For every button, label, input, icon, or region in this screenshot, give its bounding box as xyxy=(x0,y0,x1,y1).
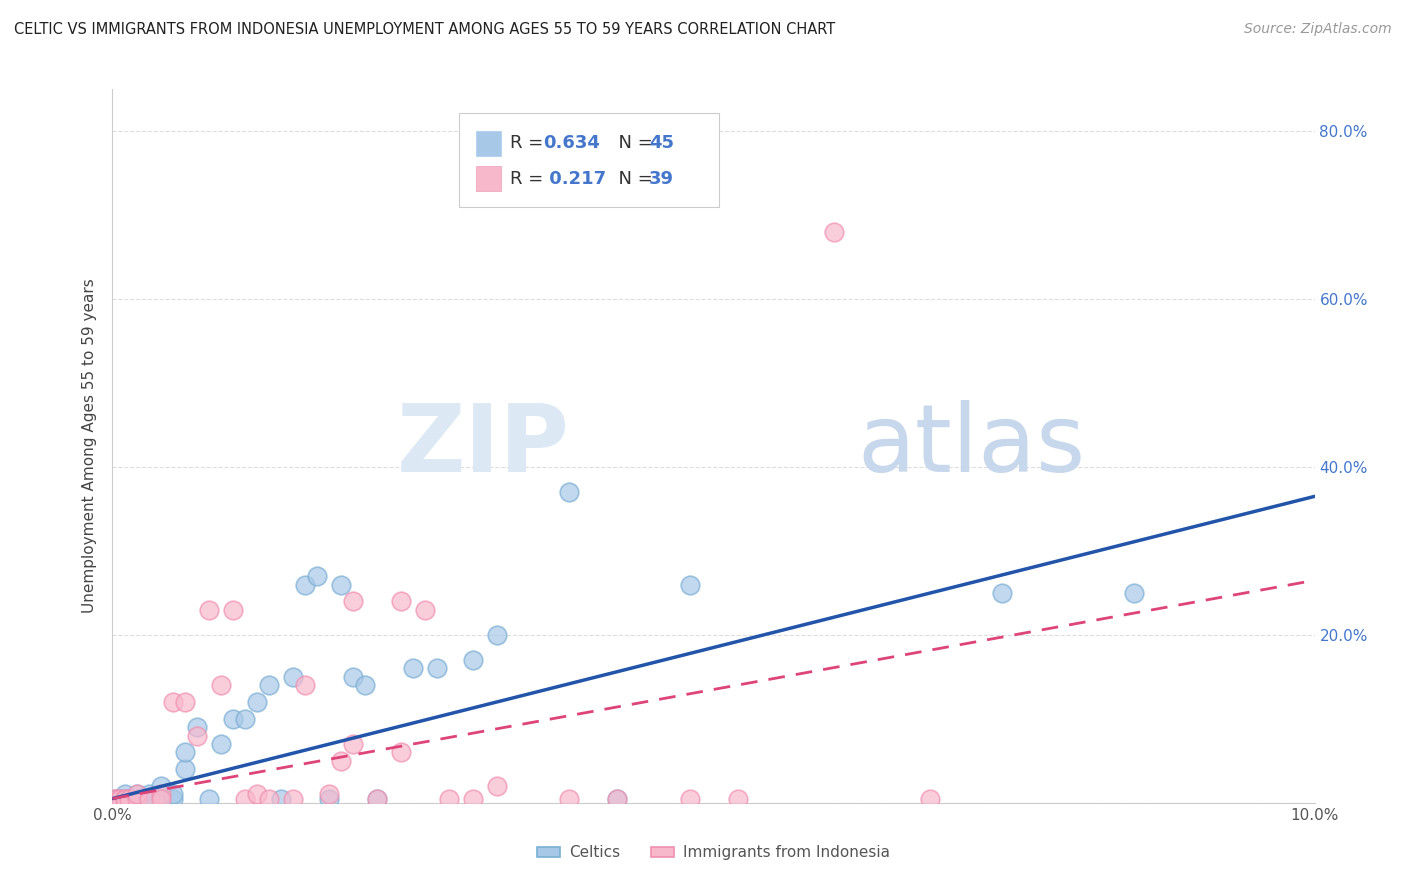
Point xyxy=(173,695,195,709)
Point xyxy=(678,791,700,805)
Point xyxy=(162,695,184,709)
Point xyxy=(991,586,1014,600)
Point xyxy=(257,791,280,805)
Text: 45: 45 xyxy=(650,134,673,153)
Point xyxy=(281,791,304,805)
Point xyxy=(222,603,245,617)
Point xyxy=(678,577,700,591)
Text: 0.634: 0.634 xyxy=(544,134,600,153)
Point xyxy=(222,712,245,726)
Point xyxy=(108,791,131,805)
Point xyxy=(329,577,352,591)
Point xyxy=(173,762,195,776)
Point xyxy=(918,791,941,805)
Point xyxy=(149,791,172,805)
Point xyxy=(389,746,412,760)
Text: 0.217: 0.217 xyxy=(544,169,606,187)
Point xyxy=(104,791,127,805)
Point xyxy=(115,791,138,805)
Point xyxy=(294,577,316,591)
Point xyxy=(305,569,328,583)
Point xyxy=(186,729,208,743)
Text: Source: ZipAtlas.com: Source: ZipAtlas.com xyxy=(1244,22,1392,37)
Point xyxy=(246,695,269,709)
Point xyxy=(125,791,148,805)
Point xyxy=(486,779,509,793)
Point xyxy=(125,788,148,802)
Point xyxy=(118,791,141,805)
Point xyxy=(105,791,128,805)
Y-axis label: Unemployment Among Ages 55 to 59 years: Unemployment Among Ages 55 to 59 years xyxy=(82,278,97,614)
Point xyxy=(105,791,128,805)
Point xyxy=(125,788,148,802)
Point xyxy=(727,791,749,805)
Point xyxy=(114,788,136,802)
Point xyxy=(389,594,412,608)
Text: ZIP: ZIP xyxy=(396,400,569,492)
Point xyxy=(108,791,131,805)
Point xyxy=(186,720,208,734)
Point xyxy=(197,791,219,805)
Text: atlas: atlas xyxy=(858,400,1085,492)
Point xyxy=(354,678,377,692)
Point xyxy=(114,791,136,805)
Point xyxy=(461,791,484,805)
Text: CELTIC VS IMMIGRANTS FROM INDONESIA UNEMPLOYMENT AMONG AGES 55 TO 59 YEARS CORRE: CELTIC VS IMMIGRANTS FROM INDONESIA UNEM… xyxy=(14,22,835,37)
Legend: Celtics, Immigrants from Indonesia: Celtics, Immigrants from Indonesia xyxy=(531,839,896,866)
Point xyxy=(486,628,509,642)
Point xyxy=(366,791,388,805)
Point xyxy=(558,791,581,805)
Point xyxy=(128,791,150,805)
Point xyxy=(270,791,292,805)
Point xyxy=(413,603,436,617)
Point xyxy=(118,791,141,805)
Point xyxy=(173,746,195,760)
Text: N =: N = xyxy=(607,169,658,187)
Point xyxy=(233,791,256,805)
Point xyxy=(402,661,425,675)
Point xyxy=(197,603,219,617)
Point xyxy=(281,670,304,684)
Point xyxy=(558,485,581,500)
Point xyxy=(138,791,160,805)
Point xyxy=(121,791,143,805)
Point xyxy=(342,670,364,684)
Point xyxy=(342,594,364,608)
Point xyxy=(606,791,628,805)
Point xyxy=(125,791,148,805)
Point xyxy=(209,678,232,692)
Point xyxy=(138,791,160,805)
Point xyxy=(342,737,364,751)
Point xyxy=(114,791,136,805)
Point xyxy=(329,754,352,768)
Text: R =: R = xyxy=(510,169,548,187)
Point xyxy=(1123,586,1146,600)
Point xyxy=(294,678,316,692)
Point xyxy=(246,788,269,802)
Point xyxy=(162,791,184,805)
Point xyxy=(149,779,172,793)
Point xyxy=(823,225,845,239)
Point xyxy=(138,788,160,802)
Point xyxy=(209,737,232,751)
Point xyxy=(149,791,172,805)
Point xyxy=(114,791,136,805)
Point xyxy=(257,678,280,692)
Text: R =: R = xyxy=(510,134,548,153)
Point xyxy=(162,788,184,802)
Text: 39: 39 xyxy=(650,169,673,187)
Point xyxy=(606,791,628,805)
Point xyxy=(318,788,340,802)
Point xyxy=(437,791,460,805)
Point xyxy=(104,791,127,805)
Point xyxy=(366,791,388,805)
Point xyxy=(111,791,134,805)
Point xyxy=(461,653,484,667)
Point xyxy=(149,788,172,802)
Point xyxy=(318,791,340,805)
Point xyxy=(233,712,256,726)
Text: N =: N = xyxy=(607,134,658,153)
Point xyxy=(426,661,449,675)
